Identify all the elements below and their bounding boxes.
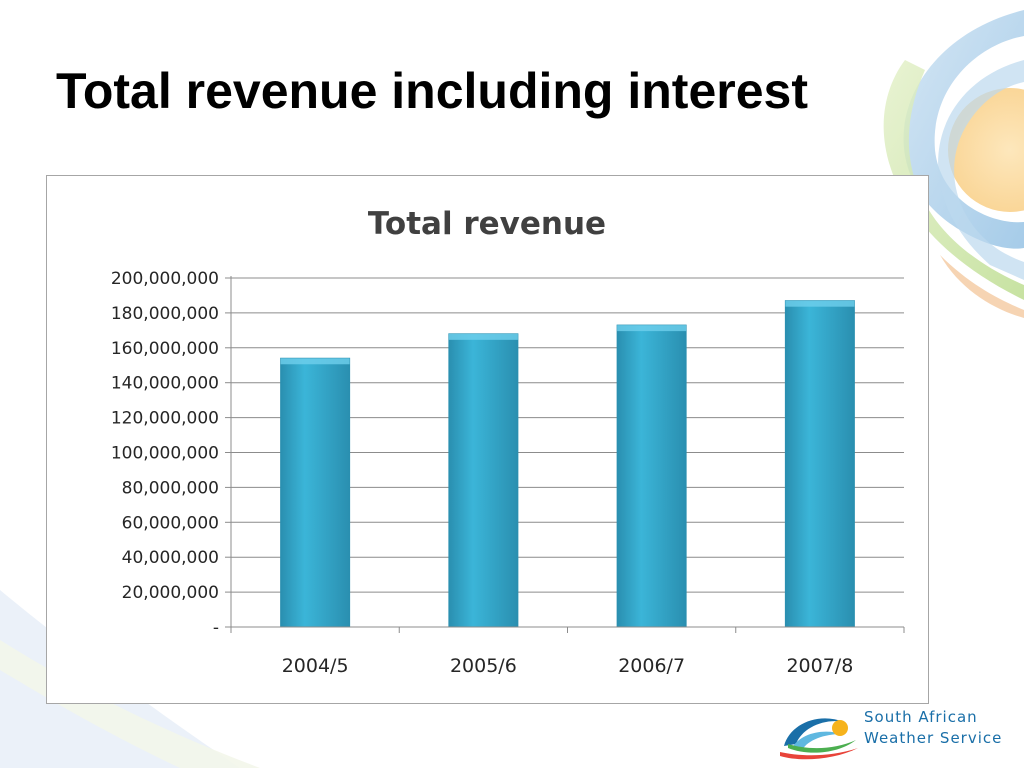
bar-2004-5	[280, 357, 351, 628]
logo-text-line1: South African	[864, 708, 978, 726]
sawx-logo: South African Weather Service	[778, 702, 1018, 762]
y-tick-label: 180,000,000	[111, 304, 219, 324]
x-tick-label: 2005/6	[450, 655, 517, 677]
bar-2005-6	[448, 333, 519, 628]
x-tick-labels: 2004/5 2005/6 2006/7 2007/8	[282, 655, 854, 677]
axes	[230, 276, 905, 633]
bar-chart: Total revenue - 20,000,000 40,000,000 60,00…	[111, 206, 905, 677]
logo-text-line2: Weather Service	[864, 729, 1003, 747]
x-tick-label: 2006/7	[618, 655, 685, 677]
y-tick-label: 200,000,000	[111, 269, 219, 289]
y-tick-label: 100,000,000	[111, 444, 219, 464]
bar-highlight	[617, 325, 687, 332]
y-tick-label: 80,000,000	[122, 478, 219, 498]
y-tick-label: -	[213, 618, 219, 638]
y-tick-label: 60,000,000	[122, 513, 219, 533]
bar-highlight	[448, 333, 518, 340]
bar-2007-8	[784, 300, 855, 628]
slide-title: Total revenue including interest	[56, 63, 808, 119]
chart-frame: Total revenue - 20,000,000 40,000,000 60,00…	[46, 175, 929, 704]
y-tick-label: 160,000,000	[111, 339, 219, 359]
y-tick-labels: - 20,000,000 40,000,000 60,000,000 80,000,00…	[111, 269, 219, 638]
bar-2006-7	[616, 324, 687, 628]
bottom-left-wash-decoration	[0, 590, 260, 768]
bar-highlight	[785, 300, 855, 307]
logo-emblem-icon	[780, 718, 858, 760]
y-tick-label: 120,000,000	[111, 409, 219, 429]
bars	[280, 300, 855, 628]
bar-highlight	[280, 358, 350, 365]
x-tick-label: 2004/5	[282, 655, 349, 677]
y-tick-label: 20,000,000	[122, 583, 219, 603]
y-tick-label: 40,000,000	[122, 548, 219, 568]
x-tick-label: 2007/8	[786, 655, 853, 677]
chart-title: Total revenue	[368, 206, 606, 242]
corner-swoosh-decoration	[883, 10, 1024, 318]
y-tick-label: 140,000,000	[111, 374, 219, 394]
